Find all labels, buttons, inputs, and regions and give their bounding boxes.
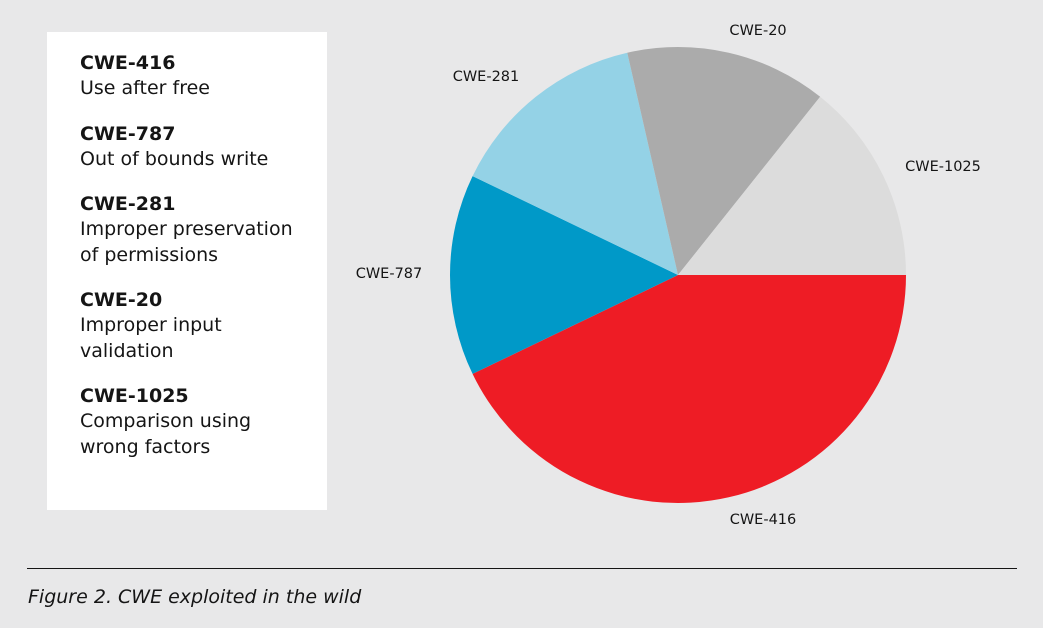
legend-description: Improper preservation of permissions (80, 218, 293, 266)
pie-slice (678, 96, 906, 275)
legend-entry: CWE-281 Improper preservation of permissi… (80, 191, 320, 268)
legend-description: Use after free (80, 77, 210, 99)
legend-description: Comparison using wrong factors (80, 410, 252, 458)
pie-chart: CWE-416 CWE-787 CWE-281 CWE-20 CWE-1025 (356, 23, 981, 528)
legend-code: CWE-787 (80, 122, 176, 145)
legend-entry: CWE-20 Improper input validation (80, 287, 320, 364)
slice-label: CWE-1025 (905, 159, 981, 175)
legend-code: CWE-281 (80, 193, 176, 215)
legend-entry: CWE-1025 Comparison using wrong factors (80, 383, 320, 460)
pie-slice (627, 46, 821, 275)
legend-description: Out of bounds write (80, 147, 269, 170)
slice-label: CWE-20 (729, 23, 786, 39)
slice-label: CWE-416 (730, 512, 797, 528)
legend-description: Improper input validation (80, 314, 222, 362)
legend-entry: CWE-787 Out of bounds write (80, 121, 320, 173)
figure-caption: Figure 2. CWE exploited in the wild (28, 586, 362, 608)
pie-slice (472, 275, 907, 504)
legend-code: CWE-20 (80, 289, 163, 311)
caption-divider (27, 568, 1017, 569)
legend-entry: CWE-416 Use after free (80, 50, 320, 102)
pie-slice (472, 52, 678, 276)
legend-code: CWE-416 (80, 52, 176, 74)
legend-list: CWE-416 Use after free CWE-787 Out of bound… (80, 50, 320, 479)
legend-panel: CWE-416 Use after free CWE-787 Out of bound… (47, 32, 327, 510)
legend-code: CWE-1025 (80, 385, 189, 407)
pie-slice (449, 176, 678, 374)
slice-label: CWE-281 (453, 69, 520, 85)
slice-label: CWE-787 (356, 266, 423, 282)
